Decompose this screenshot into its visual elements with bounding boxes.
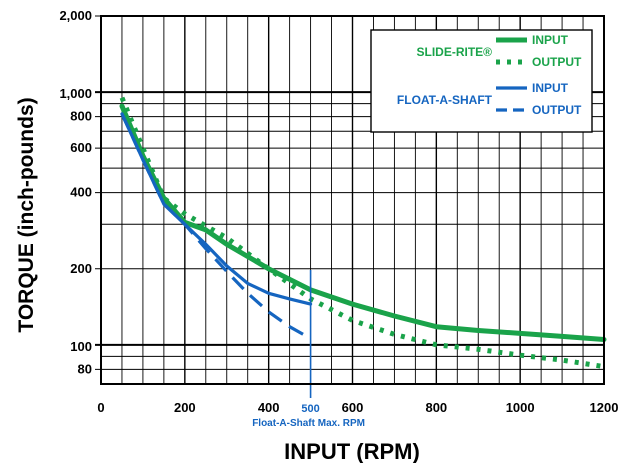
max-rpm-value: 500 [301, 403, 319, 415]
y-tick-label: 100 [70, 339, 92, 354]
tick-labels: 0 200 400 600 800 1000 1200 80 100 200 400 600 800 1,… [59, 8, 618, 415]
y-tick-label: 2,000 [59, 8, 92, 23]
y-tick-label: 800 [70, 109, 92, 124]
y-tick-label: 400 [70, 185, 92, 200]
series-layer [119, 96, 607, 370]
legend-group-slide-rite: SLIDE-RITE® [416, 45, 492, 59]
series-float-a-shaft-input [120, 112, 313, 306]
y-tick-label: 80 [78, 361, 92, 376]
legend-entry-slide-rite-output: OUTPUT [532, 55, 582, 69]
x-tick-label: 1000 [506, 400, 535, 415]
y-tick-label: 200 [70, 261, 92, 276]
series-slide-rite-input [119, 103, 607, 342]
y-tick-label: 600 [70, 140, 92, 155]
y-tick-label: 1,000 [59, 86, 92, 101]
x-tick-label: 800 [425, 400, 447, 415]
legend: SLIDE-RITE® INPUT OUTPUT FLOAT-A-SHAFT INPUT… [370, 29, 593, 133]
legend-box [370, 29, 593, 133]
legend-entry-float-a-shaft-input: INPUT [532, 81, 569, 95]
x-axis-label: INPUT (RPM) [284, 439, 420, 463]
x-tick-label: 600 [342, 400, 364, 415]
grid [95, 15, 604, 384]
x-tick-label: 400 [258, 400, 280, 415]
max-rpm-marker: 500 Float-A-Shaft Max. RPM [252, 270, 365, 429]
max-rpm-label: Float-A-Shaft Max. RPM [252, 418, 365, 429]
y-axis-label: TORQUE (inch-pounds) [15, 97, 38, 332]
x-tick-label: 0 [97, 400, 104, 415]
legend-group-float-a-shaft: FLOAT-A-SHAFT [397, 93, 493, 107]
series-slide-rite-output [119, 96, 605, 370]
x-tick-label: 1200 [590, 400, 619, 415]
plot-frame [100, 15, 605, 385]
legend-entry-slide-rite-input: INPUT [532, 33, 569, 47]
x-tick-label: 200 [174, 400, 196, 415]
series-float-a-shaft-output [120, 113, 312, 340]
plot-border [100, 15, 605, 385]
legend-entry-float-a-shaft-output: OUTPUT [532, 103, 582, 117]
